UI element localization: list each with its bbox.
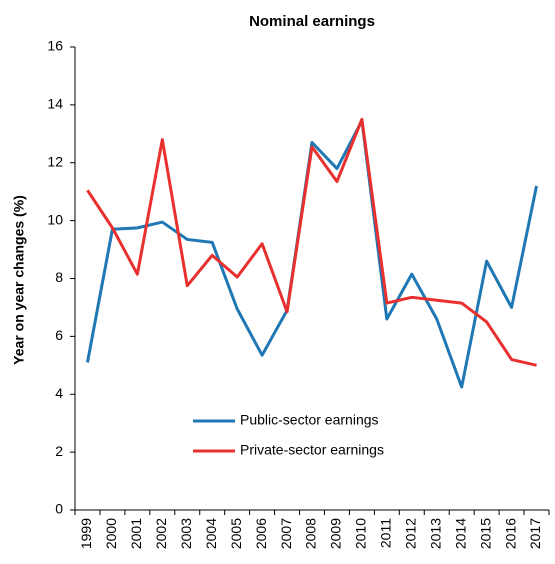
x-tick-label: 2010 xyxy=(353,518,369,549)
x-tick-label: 2002 xyxy=(153,518,169,549)
x-tick-label: 2007 xyxy=(278,518,294,549)
legend-label: Public-sector earnings xyxy=(240,412,379,428)
x-tick-label: 2009 xyxy=(328,518,344,549)
series-line xyxy=(85,119,538,389)
y-tick-label: 6 xyxy=(55,327,63,343)
y-tick-label: 10 xyxy=(47,211,63,227)
y-tick-label: 16 xyxy=(47,38,63,54)
chart-title: Nominal earnings xyxy=(249,13,375,30)
x-tick-label: 2017 xyxy=(527,518,543,549)
x-tick-label: 2008 xyxy=(303,518,319,549)
y-tick-label: 8 xyxy=(55,269,63,285)
x-tick-label: 2005 xyxy=(228,518,244,549)
legend-label: Private-sector earnings xyxy=(240,442,384,458)
x-tick-label: 2015 xyxy=(477,518,493,549)
x-tick-label: 2006 xyxy=(253,518,269,549)
x-tick-label: 2003 xyxy=(178,518,194,549)
y-tick-label: 14 xyxy=(47,96,63,112)
x-tick-label: 2011 xyxy=(378,518,394,548)
x-tick-label: 2013 xyxy=(427,518,443,549)
x-tick-label: 2012 xyxy=(402,518,418,549)
x-tick-label: 2014 xyxy=(452,518,468,549)
x-tick-label: 1999 xyxy=(78,518,94,549)
y-tick-label: 0 xyxy=(55,501,63,517)
x-tick-label: 2000 xyxy=(103,518,119,549)
y-tick-label: 4 xyxy=(55,385,63,401)
y-tick-label: 12 xyxy=(47,153,63,169)
y-tick-label: 2 xyxy=(55,443,63,459)
series-line xyxy=(86,117,537,367)
y-axis-title: Year on year changes (%) xyxy=(11,195,27,365)
x-tick-label: 2016 xyxy=(502,518,518,549)
x-tick-label: 2001 xyxy=(128,518,144,549)
x-tick-label: 2004 xyxy=(203,518,219,549)
